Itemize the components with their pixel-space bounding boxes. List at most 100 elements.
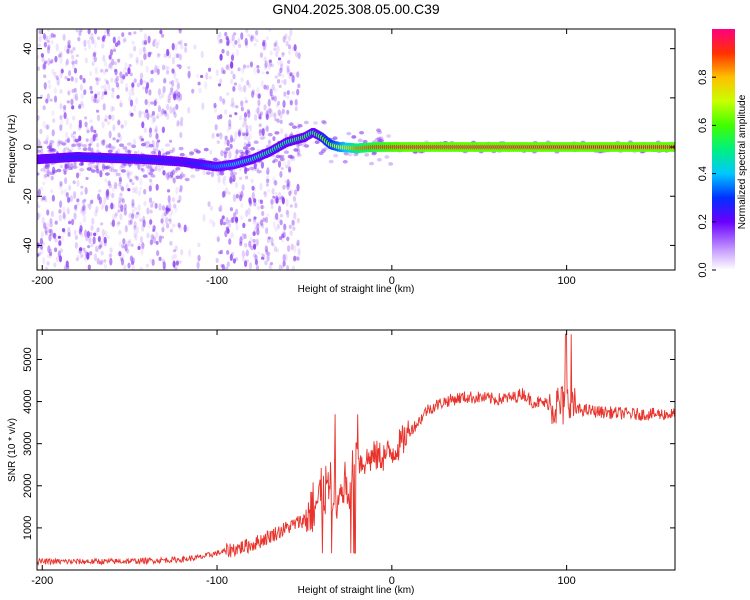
spectrogram-noise-cell — [292, 226, 296, 231]
spectrogram-noise-cell — [54, 238, 58, 243]
spectrogram-noise-cell — [224, 230, 228, 238]
spectrogram-noise-cell — [59, 56, 63, 64]
spectrogram-halo-cell — [74, 138, 80, 143]
spectrogram-noise-cell — [280, 265, 285, 269]
spectrogram-noise-cell — [133, 230, 137, 238]
spectrogram-noise-cell — [80, 254, 84, 258]
spectrogram-noise-cell — [234, 216, 239, 223]
spectrogram-noise-cell — [48, 34, 53, 40]
spectrogram-noise-cell — [234, 218, 239, 225]
spectrogram-halo-cell — [43, 173, 49, 178]
spectrogram-noise-cell — [162, 170, 166, 176]
spectrogram-noise-cell — [244, 135, 248, 141]
spectrogram-noise-cell — [104, 30, 108, 37]
spectrogram-noise-cell — [295, 242, 300, 246]
spectrogram-noise-cell — [139, 29, 143, 33]
spectrogram-halo-cell — [56, 168, 62, 173]
spectrogram-noise-cell — [129, 171, 133, 176]
spectrogram-noise-cell — [91, 37, 95, 45]
spectrogram-noise-cell — [98, 189, 102, 193]
spectrogram-halo-cell — [267, 132, 273, 137]
spectrogram-noise-cell — [265, 227, 269, 235]
spectrogram-frame — [36, 28, 676, 271]
spectrogram-noise-cell — [187, 106, 191, 114]
spectrogram-noise-cell — [201, 102, 205, 110]
spectrogram-noise-cell — [161, 223, 165, 228]
spectrogram-noise-cell — [163, 110, 167, 114]
spectrogram-noise-cell — [83, 210, 87, 215]
spectrogram-noise-cell — [222, 98, 226, 105]
spectrogram-noise-cell — [245, 149, 249, 155]
spectrogram-halo-cell — [357, 138, 363, 143]
spectrogram-noise-cell — [175, 94, 179, 101]
spectrogram-noise-cell — [294, 106, 298, 112]
spectrogram-noise-cell — [78, 123, 82, 131]
spectrogram-noise-cell — [93, 29, 98, 35]
spectrogram-noise-cell — [162, 85, 166, 94]
spectrogram-noise-cell — [279, 60, 283, 67]
spectrogram-noise-cell — [230, 70, 234, 75]
spectrogram-noise-cell — [150, 101, 154, 105]
spectrogram-noise-cell — [166, 223, 170, 229]
spectrogram-noise-cell — [65, 191, 69, 198]
spectrogram-noise-cell — [119, 100, 123, 108]
spectrogram-noise-cell — [259, 219, 264, 227]
spectrogram-noise-cell — [224, 108, 228, 115]
spectrogram-noise-cell — [283, 161, 287, 167]
spectrogram-noise-cell — [109, 52, 113, 61]
spectrogram-noise-cell — [282, 260, 286, 267]
spectrogram-noise-cell — [286, 65, 290, 70]
spectrogram-noise-cell — [254, 254, 258, 261]
spectrogram-noise-cell — [288, 166, 292, 173]
spectrogram-halo-cell — [232, 171, 238, 176]
spectrogram-noise-cell — [263, 56, 267, 62]
spectrogram-noise-cell — [126, 248, 130, 255]
spectrogram-noise-cell — [241, 250, 245, 258]
snr-ylabel: SNR (10 * v/v) — [7, 418, 18, 482]
spectrogram-noise-cell — [138, 110, 142, 119]
spectrogram-noise-cell — [225, 266, 229, 270]
spectrogram-halo-cell — [44, 165, 50, 170]
spectrogram-noise-cell — [198, 87, 202, 94]
colorbar-label: Normalized spectral amplitude — [737, 94, 748, 229]
spectrogram-noise-cell — [79, 225, 83, 233]
spectrogram-halo-cell — [175, 175, 181, 180]
spectrogram-noise-cell — [265, 170, 269, 175]
spectrogram-noise-cell — [280, 79, 285, 84]
spectrogram-noise-cell — [216, 133, 220, 137]
spectrogram-noise-cell — [219, 132, 223, 140]
spectrogram-noise-cell — [120, 204, 124, 213]
spectrogram-noise-cell — [106, 192, 110, 198]
spectrogram-noise-cell — [38, 213, 42, 218]
spectrogram-noise-cell — [143, 53, 147, 61]
spectrogram-noise-cell — [283, 223, 287, 231]
spectrogram-noise-cell — [75, 96, 79, 102]
spectrogram-noise-cell — [281, 73, 285, 79]
spectrogram-noise-cell — [265, 249, 269, 255]
spectrogram-noise-cell — [43, 195, 47, 200]
spectrogram-xtick-label: 0 — [389, 275, 395, 287]
spectrogram-noise-cell — [50, 40, 54, 45]
spectrogram-noise-cell — [218, 132, 223, 137]
spectrogram-noise-cell — [97, 96, 101, 104]
spectrogram-noise-cell — [255, 39, 259, 43]
spectrogram-noise-cell — [111, 213, 116, 221]
spectrogram-noise-cell — [58, 141, 62, 146]
colorbar-tick-label: 0.4 — [697, 166, 709, 181]
spectrogram-halo-cell — [301, 143, 307, 147]
spectrogram-noise-cell — [293, 211, 297, 220]
spectrogram-noise-cell — [124, 224, 128, 233]
spectrogram-noise-cell — [150, 233, 154, 242]
spectrogram-noise-cell — [197, 242, 201, 248]
spectrogram-noise-cell — [268, 107, 272, 114]
spectrogram-noise-cell — [251, 191, 255, 200]
spectrogram-noise-cell — [128, 52, 132, 59]
spectrogram-noise-cell — [251, 89, 255, 95]
spectrogram-noise-cell — [285, 198, 289, 207]
spectrogram-noise-cell — [116, 222, 120, 227]
spectrogram-noise-cell — [112, 124, 116, 132]
spectrogram-noise-cell — [163, 77, 167, 84]
spectrogram-noise-cell — [225, 187, 229, 195]
spectrogram-noise-cell — [282, 253, 286, 262]
spectrogram-noise-cell — [74, 241, 78, 249]
